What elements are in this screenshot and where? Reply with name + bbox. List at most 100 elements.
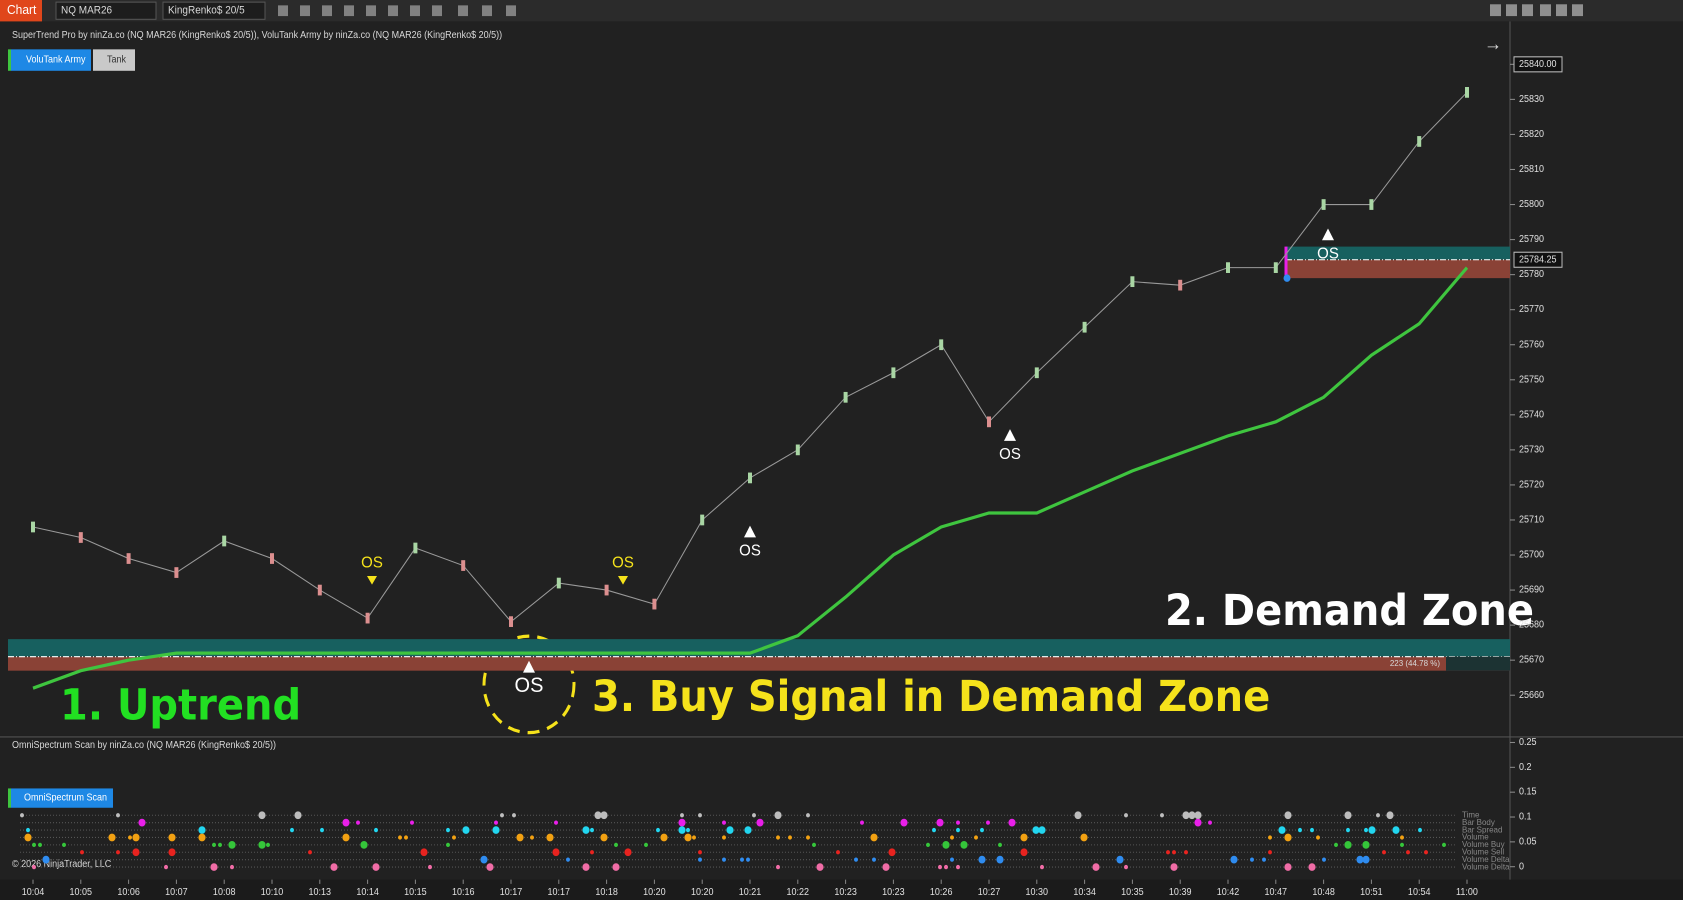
x-tick-label: 10:35: [1121, 887, 1144, 897]
button[interactable]: [93, 49, 135, 71]
scan-dot: [1166, 850, 1170, 855]
scan-dot: [1268, 850, 1272, 855]
scan-dot: [698, 850, 702, 855]
chart-tab[interactable]: [0, 0, 42, 22]
button[interactable]: [11, 49, 91, 71]
scan-dot: [980, 827, 984, 833]
highlight-circle: [482, 634, 576, 735]
scan-dot: [680, 813, 684, 818]
x-tick-label: 10:48: [1312, 887, 1335, 897]
scan-dot: [116, 850, 120, 855]
scan-dot: [1160, 813, 1164, 818]
scan-dot: [590, 827, 594, 833]
scan-dot: [218, 842, 222, 848]
y-tick-label: 25750: [1519, 374, 1544, 384]
scan-dot: [308, 850, 312, 855]
signal-arrow: [1004, 429, 1016, 441]
scan-dot: [686, 827, 690, 833]
renko-brick: [700, 514, 705, 526]
instrument-box[interactable]: [55, 1, 157, 20]
scan-dot: [986, 820, 990, 825]
scan-dot: [722, 820, 726, 825]
scan-dot: [1250, 857, 1254, 862]
annotation: 3. Buy Signal in Demand Zone: [592, 671, 1270, 721]
x-tick-label: 10:13: [309, 887, 332, 897]
scan-dot: [494, 820, 498, 825]
button[interactable]: [11, 788, 113, 808]
signal-label: OS: [1317, 245, 1339, 263]
y-tick-label: 0.05: [1519, 836, 1537, 846]
y-tick-label: 0.15: [1519, 786, 1537, 796]
renko-brick: [843, 391, 848, 403]
scan-dot: [1322, 857, 1326, 862]
signal-arrow: [367, 576, 377, 585]
x-tick-label: 10:27: [978, 887, 1001, 897]
renko-brick: [174, 567, 179, 578]
scan-dot: [722, 857, 726, 862]
renko-brick: [78, 532, 83, 543]
scan-dot: [950, 835, 954, 840]
scan-dot: [1400, 835, 1404, 840]
scan-dot: [128, 835, 132, 840]
supply-zone: [1286, 246, 1510, 260]
scan-dot: [1424, 850, 1428, 855]
y-tick-label: 25800: [1519, 199, 1544, 209]
x-tick-label: 10:51: [1360, 887, 1383, 897]
signal-arrow: [1322, 228, 1334, 241]
scan-dot: [290, 827, 294, 833]
annotation: 2. Demand Zone: [1165, 586, 1534, 636]
bartype-box[interactable]: [162, 1, 266, 20]
scan-dot: [756, 818, 764, 827]
toolbar-icons[interactable]: [278, 4, 1583, 17]
scan-dot: [294, 811, 302, 820]
scan-dot: [656, 827, 660, 833]
scan-dot: [116, 813, 120, 818]
scan-dot: [950, 857, 954, 862]
scan-dot: [776, 864, 780, 870]
row-label: Volume Buy: [1462, 839, 1505, 849]
scan-dot: [38, 842, 42, 848]
renko-brick: [365, 612, 370, 624]
y-tick-label: 25760: [1519, 339, 1544, 349]
scan-dot: [1074, 811, 1082, 820]
scan-dot: [1364, 827, 1368, 833]
renko-brick: [413, 542, 418, 554]
y-tick-label: 25780: [1519, 269, 1544, 279]
row-label: Volume Sell: [1462, 846, 1504, 856]
scan-dot: [582, 826, 590, 834]
scan-dot: [612, 863, 620, 871]
scan-dot: [446, 842, 450, 848]
y-tick-label: 25730: [1519, 444, 1544, 454]
x-tick-label: 10:17: [548, 887, 571, 897]
x-tick-label: 10:20: [691, 887, 714, 897]
scan-dot: [132, 833, 140, 842]
signal-label: OS: [515, 674, 544, 698]
renko-brick: [1226, 262, 1230, 273]
scan-dot: [492, 826, 500, 834]
renko-brick: [31, 521, 35, 533]
x-tick-label: 10:15: [404, 887, 427, 897]
scan-dot: [1316, 835, 1320, 840]
scan-dot: [740, 857, 744, 862]
x-tick-label: 10:23: [882, 887, 905, 897]
x-tick-label: 10:26: [930, 887, 953, 897]
scan-dot: [644, 842, 648, 848]
scan-dot: [1194, 811, 1202, 820]
scan-dot: [774, 811, 782, 820]
scan-dot: [998, 842, 1002, 848]
bar-type: KingRenko$ 20/5: [168, 5, 245, 16]
scan-dot: [872, 857, 876, 862]
scan-dot: [486, 863, 494, 871]
row-label: Bar Body: [1462, 817, 1496, 827]
scan-dot: [996, 855, 1004, 864]
scan-dot: [546, 833, 554, 842]
scroll-arrow[interactable]: →: [1484, 33, 1502, 55]
scan-dot: [428, 864, 432, 870]
scan-dot: [600, 811, 608, 820]
scan-dot: [1310, 827, 1314, 833]
scan-dot: [932, 827, 936, 833]
copyright: © 2026 NinjaTrader, LLC: [12, 859, 112, 869]
y-tick-label: 25710: [1519, 514, 1544, 524]
signal-arrow: [618, 576, 628, 585]
y-tick-label: 25810: [1519, 164, 1544, 174]
